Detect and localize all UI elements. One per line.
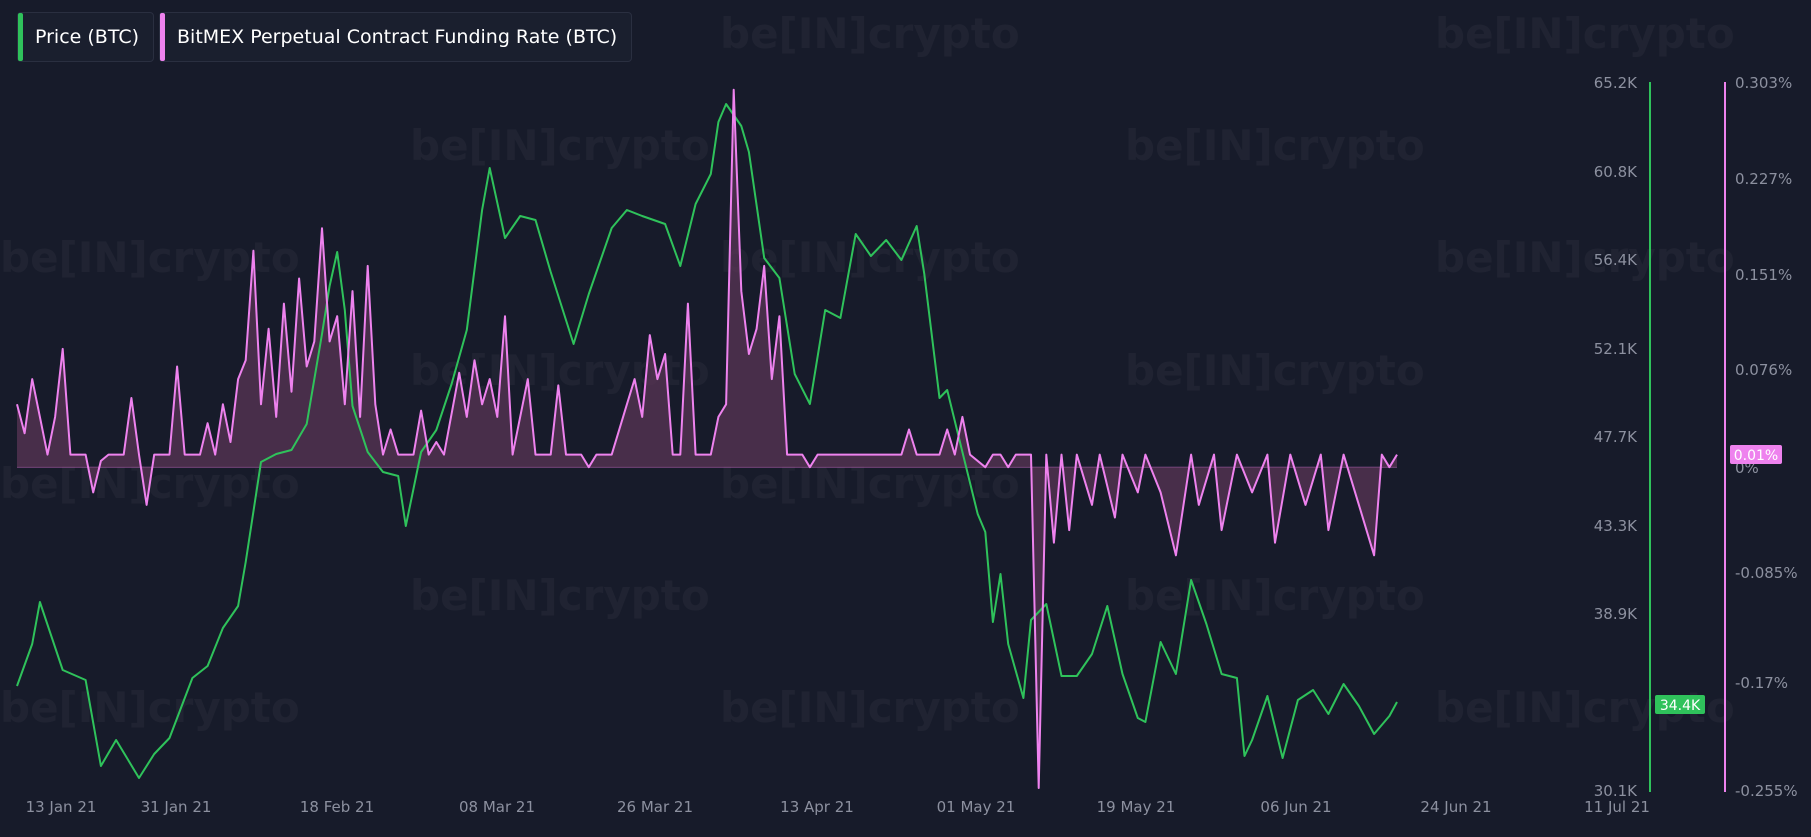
funding-tick-label: -0.17% — [1735, 674, 1788, 692]
price-tick-label: 47.7K — [1594, 428, 1638, 446]
watermark-layer: be[IN]crypto be[IN]crypto be[IN]crypto be[I… — [0, 9, 1735, 732]
x-tick-label: 08 Mar 21 — [459, 798, 535, 816]
funding-tick-label: 0.076% — [1735, 361, 1792, 379]
x-tick-label: 06 Jun 21 — [1260, 798, 1331, 816]
funding-value-badge — [1730, 445, 1782, 464]
funding-axis-ticks: 0.303%0.227%0.151%0.076%0%-0.085%-0.17%-… — [1735, 74, 1798, 800]
x-axis-ticks: 13 Jan 21 31 Jan 21 18 Feb 21 08 Mar 21 26 M… — [26, 798, 1650, 816]
price-series-line — [16, 103, 1398, 779]
funding-tick-label: 0.151% — [1735, 266, 1792, 284]
x-tick-label: 13 Apr 21 — [780, 798, 854, 816]
x-tick-label: 19 May 21 — [1097, 798, 1176, 816]
x-tick-label: 31 Jan 21 — [141, 798, 212, 816]
funding-legend-swatch — [160, 13, 165, 61]
axes-layer — [1649, 82, 1726, 792]
price-tick-label: 65.2K — [1594, 74, 1638, 92]
watermark-text: be[IN]crypto — [410, 571, 710, 620]
price-value-badge-text: 34.4K — [1660, 698, 1701, 714]
watermark-text: be[IN]crypto — [1125, 121, 1425, 170]
x-tick-label: 26 Mar 21 — [617, 798, 693, 816]
x-tick-label: 24 Jun 21 — [1420, 798, 1491, 816]
price-legend-swatch — [18, 13, 23, 61]
watermark-text: be[IN]crypto — [720, 9, 1020, 58]
price-tick-label: 52.1K — [1594, 340, 1638, 358]
x-tick-label: 01 May 21 — [937, 798, 1016, 816]
price-tick-label: 43.3K — [1594, 517, 1638, 535]
value-badges: 34.4K 0.01% — [1655, 445, 1782, 714]
watermark-text: be[IN]crypto — [0, 233, 300, 282]
watermark-text: be[IN]crypto — [720, 233, 1020, 282]
price-legend-label: Price (BTC) — [35, 26, 140, 48]
price-tick-label: 56.4K — [1594, 251, 1638, 269]
funding-tick-label: -0.085% — [1735, 564, 1798, 582]
legend-item-price[interactable]: Price (BTC) — [17, 12, 155, 62]
x-tick-label: 11 Jul 21 — [1584, 798, 1650, 816]
funding-tick-label: -0.255% — [1735, 782, 1798, 800]
funding-series-line — [16, 88, 1398, 789]
funding-tick-label: 0.303% — [1735, 74, 1792, 92]
watermark-text: be[IN]crypto — [0, 683, 300, 732]
x-tick-label: 18 Feb 21 — [300, 798, 374, 816]
price-value-badge — [1655, 695, 1705, 714]
watermark-text: be[IN]crypto — [1125, 571, 1425, 620]
price-tick-label: 30.1K — [1594, 782, 1638, 800]
funding-tick-label: 0.227% — [1735, 170, 1792, 188]
watermark-text: be[IN]crypto — [1125, 346, 1425, 395]
x-tick-label: 13 Jan 21 — [26, 798, 97, 816]
watermark-text: be[IN]crypto — [1435, 9, 1735, 58]
watermark-text: be[IN]crypto — [410, 121, 710, 170]
price-tick-label: 38.9K — [1594, 605, 1638, 623]
funding-value-badge-text: 0.01% — [1734, 448, 1778, 464]
funding-area-fill — [17, 89, 1397, 789]
watermark-text: be[IN]crypto — [1435, 233, 1735, 282]
watermark-text: be[IN]crypto — [720, 683, 1020, 732]
legend-item-funding[interactable]: BitMEX Perpetual Contract Funding Rate (… — [159, 12, 633, 62]
price-tick-label: 60.8K — [1594, 163, 1638, 181]
funding-legend-label: BitMEX Perpetual Contract Funding Rate (… — [177, 26, 618, 48]
price-axis-ticks: 65.2K 60.8K 56.4K 52.1K 47.7K 43.3K 38.9K 30.1K — [1594, 74, 1638, 800]
